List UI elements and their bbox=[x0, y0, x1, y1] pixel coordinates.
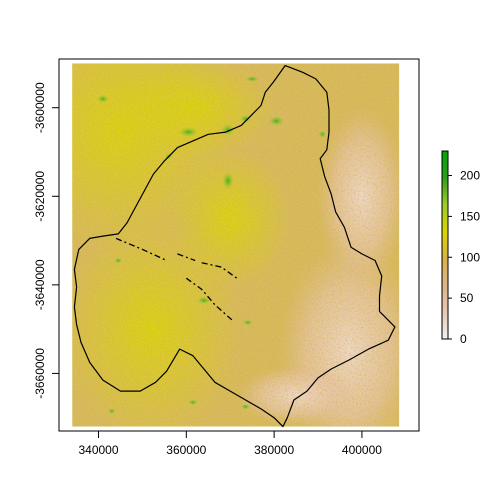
legend-tick-label: 100 bbox=[460, 250, 480, 264]
raster-high-patch bbox=[96, 94, 109, 103]
legend-colorbar bbox=[441, 150, 449, 340]
legend-tick-label: 150 bbox=[460, 209, 480, 223]
raster-high-patch bbox=[245, 75, 260, 82]
x-tick-label: 360000 bbox=[166, 443, 206, 457]
raster-high-patch bbox=[239, 114, 252, 123]
legend-tick-label: 0 bbox=[460, 332, 467, 346]
color-legend: 0 50 100 150 200 bbox=[441, 150, 480, 346]
y-tick-label: -3600000 bbox=[33, 82, 47, 133]
legend-tick-label: 200 bbox=[460, 169, 480, 183]
raster-image bbox=[72, 63, 400, 427]
interior-line-a bbox=[115, 237, 167, 262]
raster-high-patch bbox=[222, 171, 235, 190]
raster-high-patch bbox=[178, 127, 199, 138]
raster-high-patch bbox=[268, 116, 285, 126]
x-axis: 340000 360000 380000 400000 bbox=[78, 430, 382, 457]
interior-line-c bbox=[201, 262, 238, 279]
raster-high-patch bbox=[196, 296, 211, 305]
catchment-boundary bbox=[73, 65, 396, 428]
interior-line-b bbox=[177, 253, 196, 262]
raster-high-patch bbox=[114, 257, 123, 264]
raster-high-patch bbox=[221, 123, 236, 136]
boundary-outline bbox=[73, 65, 396, 428]
interior-line-d bbox=[185, 277, 233, 321]
x-tick-label: 380000 bbox=[254, 443, 294, 457]
y-tick-label: -3620000 bbox=[33, 171, 47, 222]
raster-high-patch bbox=[107, 408, 116, 415]
raster-high-patch bbox=[240, 403, 251, 410]
legend-tick-label: 50 bbox=[460, 291, 474, 305]
y-tick-label: -3640000 bbox=[33, 259, 47, 310]
interior-lines bbox=[115, 237, 238, 321]
y-axis: -3600000 -3620000 -3640000 -3660000 bbox=[33, 82, 60, 399]
raster-high-patch bbox=[187, 399, 198, 406]
x-tick-label: 340000 bbox=[78, 443, 118, 457]
y-tick-label: -3660000 bbox=[33, 348, 47, 399]
raster-high-patch bbox=[242, 319, 253, 326]
raster-texture-fine bbox=[72, 63, 400, 427]
raster-high-patch bbox=[318, 130, 327, 139]
x-tick-label: 400000 bbox=[342, 443, 382, 457]
